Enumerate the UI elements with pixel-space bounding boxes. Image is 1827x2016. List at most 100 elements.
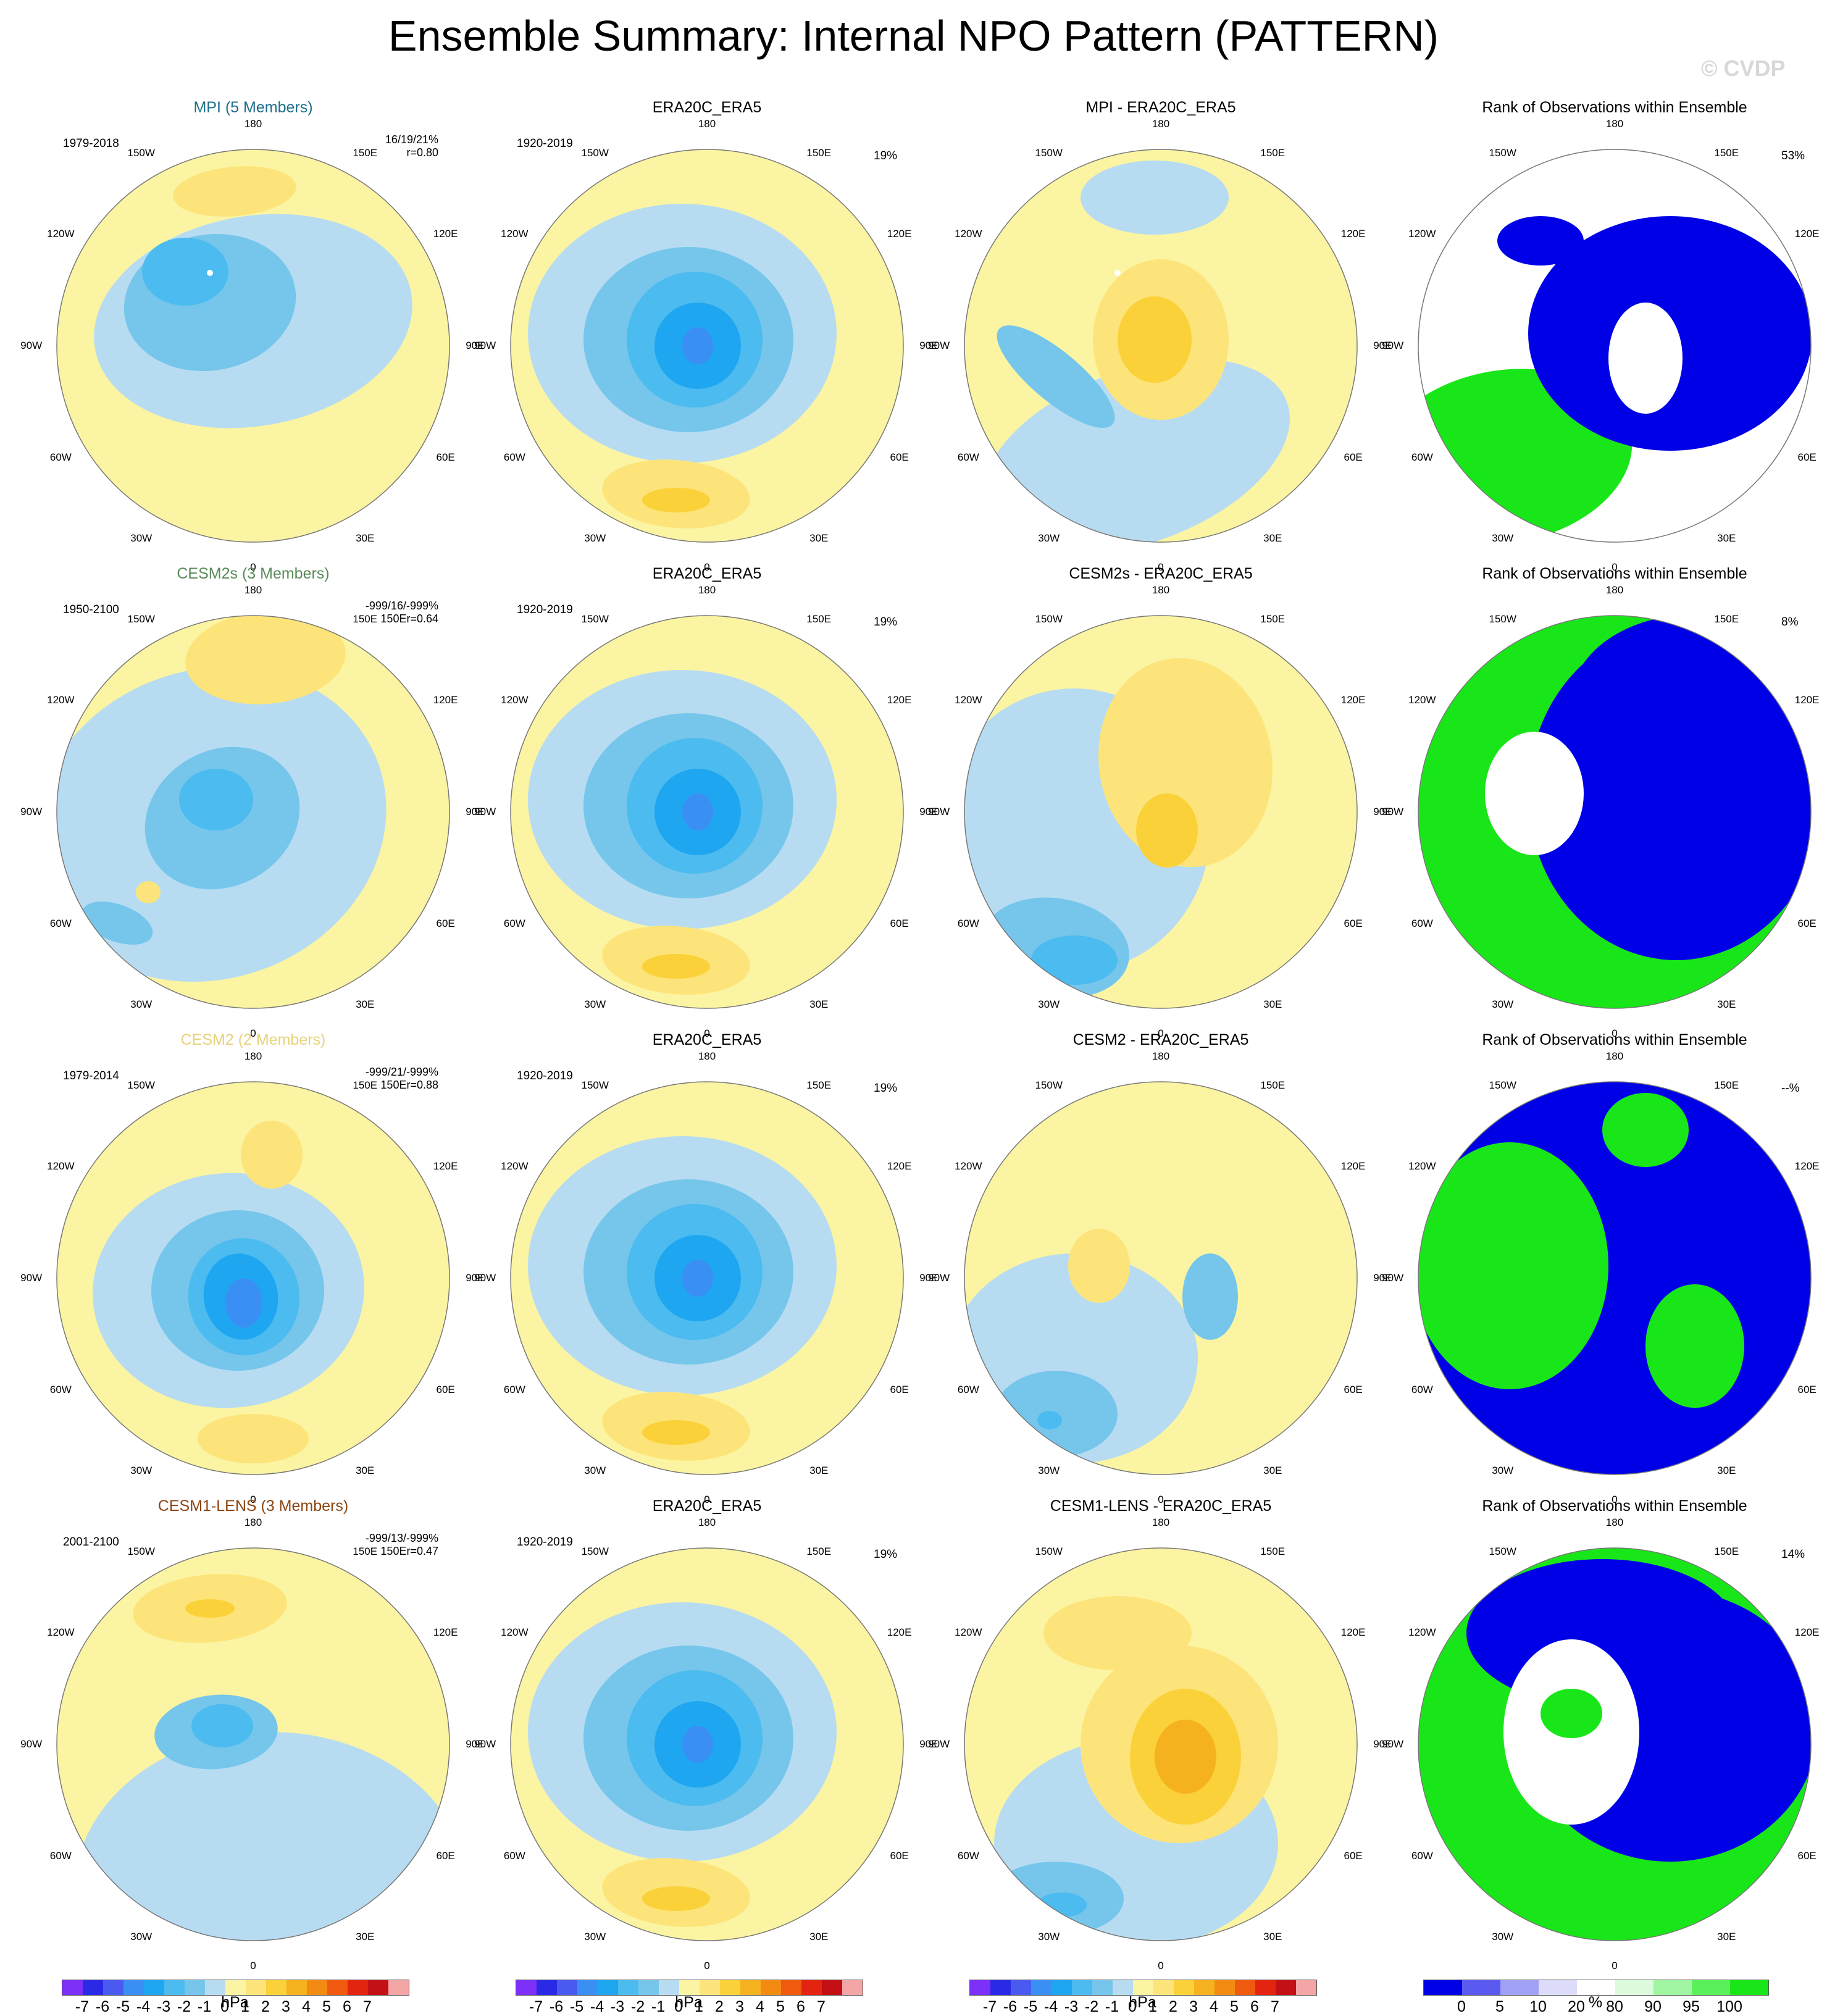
colorbar-tick-label: -1 — [651, 1998, 666, 2015]
longitude-label: 120W — [501, 693, 529, 706]
contour-region — [997, 325, 1115, 428]
longitude-label: 150E — [353, 1545, 378, 1558]
colorbar-segment — [1500, 1980, 1539, 1995]
longitude-label: 30E — [809, 998, 829, 1010]
colorbar-tick-label: 90 — [1644, 1998, 1662, 2015]
longitude-label: 60E — [890, 1850, 909, 1862]
colorbar-segment — [1174, 1980, 1194, 1995]
colorbar-segment — [1011, 1980, 1031, 1995]
colorbar-segment — [246, 1980, 266, 1995]
longitude-label: 150W — [1035, 1545, 1063, 1558]
longitude-label: 90E — [466, 806, 485, 818]
longitude-label: 0 — [1612, 1494, 1618, 1506]
longitude-label: 150W — [581, 1079, 609, 1092]
panel-rank-row2: Rank of Observations within Ensemble 8% 18… — [1382, 565, 1827, 1039]
longitude-label: 0 — [1158, 561, 1164, 574]
longitude-label: 120E — [1340, 1626, 1366, 1638]
longitude-label: 60E — [436, 451, 455, 464]
longitude-label: 60E — [1344, 451, 1363, 464]
contour-region — [1645, 1284, 1744, 1408]
longitude-label: 120E — [433, 693, 458, 706]
colorbar-segment — [368, 1980, 388, 1995]
panel-obs-row1: ERA20C_ERA5 1920-2019 19% 180 150E 120E 90E 60E… — [474, 99, 938, 573]
longitude-label: 60E — [1344, 1850, 1363, 1862]
longitude-label: 30E — [1263, 1930, 1282, 1943]
colorbar-segment — [638, 1980, 659, 1995]
colorbar-segment — [1092, 1980, 1113, 1995]
polar-map — [510, 149, 904, 543]
colorbar-tick-label: 2 — [715, 1998, 724, 2015]
colorbar-segment — [1424, 1980, 1462, 1995]
map-border — [510, 149, 904, 543]
longitude-label: 120W — [955, 693, 982, 706]
longitude-label: 150E — [1260, 613, 1286, 625]
colorbar-segment — [83, 1980, 103, 1995]
longitude-label: 0 — [1158, 1960, 1164, 1972]
colorbar-tick-label: 0 — [220, 1998, 229, 2015]
longitude-label: 180 — [244, 1516, 262, 1528]
colorbar-tick-label: 2 — [261, 1998, 270, 2015]
longitude-label: 90E — [1373, 1738, 1392, 1750]
percent-variance: 19% — [874, 616, 898, 629]
colorbar-segment — [700, 1980, 720, 1995]
longitude-label: 90W — [928, 1738, 950, 1750]
colorbar-tick-label: -2 — [177, 1998, 191, 2015]
percent-variance: 8% — [1781, 616, 1799, 629]
contour-region — [142, 238, 228, 306]
colorbar-tick-label: -4 — [1043, 1998, 1058, 2015]
panel-title: ERA20C_ERA5 — [652, 99, 762, 116]
colorbar-segment — [62, 1980, 83, 1995]
contour-region — [1608, 303, 1683, 414]
longitude-label: 120E — [1340, 1160, 1366, 1172]
stats-correlation: 150Er=0.64 — [380, 613, 438, 625]
map-border — [510, 1081, 904, 1475]
colorbar-segment — [1462, 1980, 1500, 1995]
colorbar-segment — [1133, 1980, 1153, 1995]
longitude-label: 150W — [127, 613, 155, 625]
colorbar-tick-label: -5 — [115, 1998, 130, 2015]
longitude-label: 90W — [928, 1272, 950, 1284]
longitude-label: 60W — [49, 1384, 72, 1396]
map-border — [1418, 1547, 1812, 1941]
percent-variance: 19% — [874, 1082, 898, 1095]
colorbar-tick-label: -2 — [1084, 1998, 1099, 2015]
longitude-label: 120W — [501, 227, 529, 240]
longitude-label: 150E — [1260, 1545, 1286, 1558]
longitude-label: 60E — [1344, 918, 1363, 930]
contour-region — [185, 1599, 235, 1618]
contour-region — [191, 1704, 253, 1747]
colorbar-segment — [1051, 1980, 1072, 1995]
contour-region — [1081, 161, 1229, 235]
contour-region — [1418, 1142, 1608, 1389]
panel-diff-row2: CESM2s - ERA20C_ERA5 180 150E 120E 90E 60E 30E… — [928, 565, 1392, 1039]
period-label: 1920-2019 — [517, 1536, 573, 1549]
map-border — [56, 615, 450, 1009]
longitude-label: 150W — [1489, 1079, 1516, 1092]
longitude-label: 30E — [356, 1930, 375, 1943]
percent-variance: 14% — [1781, 1548, 1805, 1561]
longitude-label: 120E — [1794, 1160, 1820, 1172]
colorbar-segment — [801, 1980, 822, 1995]
colorbar-tick-label: 10 — [1529, 1998, 1547, 2015]
colorbar-tick-label: 0 — [674, 1998, 683, 2015]
colorbar-tick-label: -3 — [610, 1998, 625, 2015]
colorbar-segment — [618, 1980, 638, 1995]
longitude-label: 120E — [1340, 227, 1366, 240]
colorbar-segment — [205, 1980, 225, 1995]
polar-map — [56, 1547, 450, 1941]
longitude-label: 150W — [1035, 1079, 1063, 1092]
polar-map — [964, 1547, 1358, 1941]
period-label: 1920-2019 — [517, 1069, 573, 1082]
colorbar-segment — [1539, 1980, 1577, 1995]
longitude-label: 90W — [20, 1738, 43, 1750]
longitude-label: 0 — [250, 1960, 256, 1972]
polar-map — [1418, 1547, 1812, 1941]
longitude-label: 120E — [887, 693, 912, 706]
pole-marker — [1114, 270, 1121, 276]
longitude-label: 90W — [1382, 806, 1404, 818]
longitude-label: 60E — [436, 918, 455, 930]
polar-map — [510, 1081, 904, 1475]
hpa-colorbar — [62, 1980, 409, 1996]
colorbar-segment — [598, 1980, 618, 1995]
longitude-label: 0 — [250, 1027, 256, 1040]
